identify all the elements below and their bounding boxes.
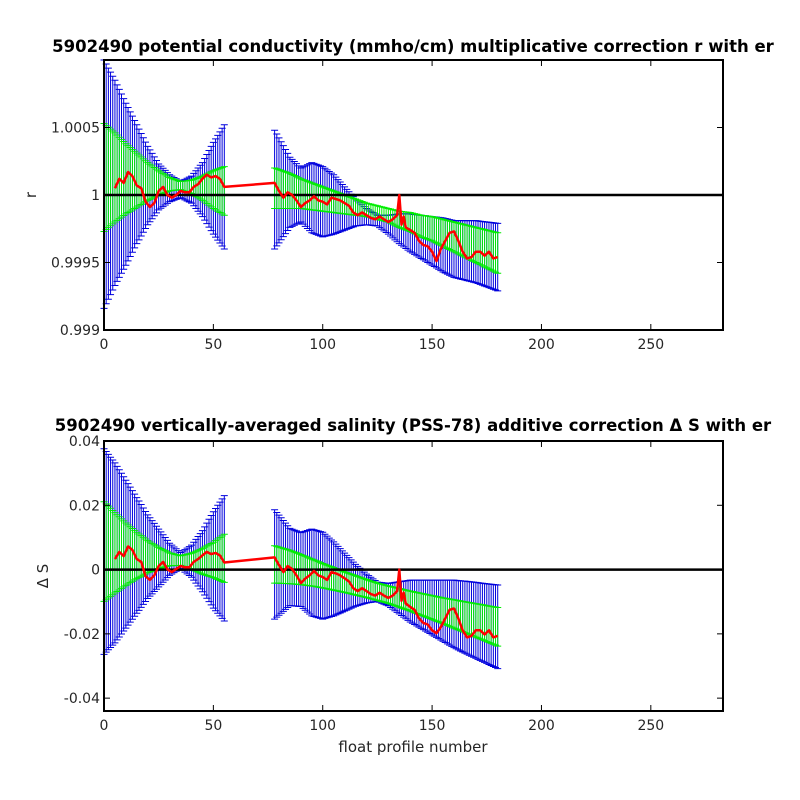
error-bar bbox=[109, 509, 117, 596]
error-bar bbox=[113, 134, 121, 221]
x-tick-label: 200 bbox=[528, 718, 555, 734]
plot-area-bottom bbox=[104, 441, 723, 711]
x-tick-label: 250 bbox=[637, 337, 664, 353]
x-tick-label: 0 bbox=[100, 718, 109, 734]
error-bar bbox=[126, 146, 134, 212]
error-bar bbox=[137, 156, 145, 205]
x-tick-label: 150 bbox=[419, 337, 446, 353]
plot-box-top bbox=[103, 59, 724, 331]
y-tick-label: 0.02 bbox=[69, 498, 100, 514]
error-bar bbox=[146, 163, 154, 200]
error-bar bbox=[109, 130, 117, 225]
y-tick-label: -0.02 bbox=[64, 627, 100, 643]
y-tick-label: -0.04 bbox=[64, 691, 100, 707]
x-tick-label: 150 bbox=[419, 718, 446, 734]
error-bar bbox=[128, 528, 136, 582]
x-tick-label: 50 bbox=[204, 718, 222, 734]
plot-data-bottom bbox=[100, 448, 723, 670]
y-tick-label: 0.999 bbox=[60, 323, 100, 339]
error-bar-series bbox=[100, 448, 502, 670]
error-bar bbox=[107, 128, 115, 227]
chart-bottom: 5902490 vertically-averaged salinity (PS… bbox=[34, 416, 772, 756]
error-bar bbox=[111, 512, 119, 594]
error-bar bbox=[104, 505, 112, 599]
error-bar bbox=[120, 141, 128, 217]
error-bar bbox=[128, 148, 136, 211]
y-tick-label: 1 bbox=[91, 188, 100, 204]
y-axis-label-top: r bbox=[22, 191, 40, 198]
y-tick-label: 1.0005 bbox=[51, 121, 100, 137]
error-bar bbox=[494, 607, 502, 647]
y-tick-label: 0.04 bbox=[69, 434, 100, 450]
correction-line bbox=[113, 545, 499, 639]
error-bar bbox=[111, 132, 119, 223]
x-tick-label: 100 bbox=[309, 718, 336, 734]
axis-ticks-top: 0 50 100 150 200 250 0.999 0.9995 1 1.0005 bbox=[51, 60, 723, 353]
y-tick-label: 0.9995 bbox=[51, 256, 100, 272]
chart-title-top: 5902490 potential conductivity (mmho/cm)… bbox=[52, 37, 774, 56]
error-bar bbox=[107, 507, 115, 597]
error-bar bbox=[117, 138, 125, 218]
x-tick-label: 0 bbox=[100, 337, 109, 353]
correction-line bbox=[113, 170, 499, 263]
error-bar-series bbox=[100, 122, 502, 274]
y-axis-label-bottom: Δ S bbox=[34, 564, 52, 589]
x-tick-label: 50 bbox=[204, 337, 222, 353]
error-bar bbox=[494, 232, 502, 274]
axis-ticks-bottom: 0 50 100 150 200 250 -0.04 -0.02 0 0.02 0.04 bbox=[64, 434, 723, 734]
error-bar bbox=[148, 165, 156, 199]
plot-data-top bbox=[100, 59, 723, 309]
error-bar bbox=[133, 531, 141, 580]
error-bar bbox=[220, 166, 228, 216]
error-bar bbox=[124, 145, 132, 214]
x-tick-label: 250 bbox=[637, 718, 664, 734]
error-bar bbox=[133, 152, 141, 208]
chart-title-bottom: 5902490 vertically-averaged salinity (PS… bbox=[55, 416, 772, 435]
y-tick-label: 0 bbox=[91, 563, 100, 579]
plot-box-bottom bbox=[103, 440, 724, 712]
error-bar bbox=[135, 154, 143, 207]
error-bar bbox=[124, 524, 132, 585]
error-bar bbox=[126, 526, 134, 584]
error-bar bbox=[148, 542, 156, 572]
x-tick-label: 200 bbox=[528, 337, 555, 353]
error-bar bbox=[146, 541, 154, 573]
error-bar bbox=[220, 533, 228, 583]
x-tick-label: 100 bbox=[309, 337, 336, 353]
chart-top: 5902490 potential conductivity (mmho/cm)… bbox=[22, 37, 775, 353]
x-axis-label-bottom: float profile number bbox=[338, 738, 488, 756]
